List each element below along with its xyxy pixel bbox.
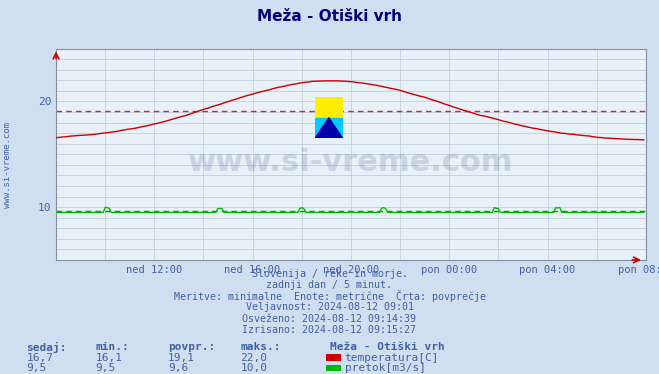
Text: www.si-vreme.com: www.si-vreme.com — [188, 148, 513, 177]
Text: min.:: min.: — [96, 342, 129, 352]
Text: 22,0: 22,0 — [241, 353, 268, 362]
Text: 9,5: 9,5 — [26, 363, 47, 373]
Text: 9,6: 9,6 — [168, 363, 188, 373]
Text: 16,7: 16,7 — [26, 353, 53, 362]
Polygon shape — [315, 97, 343, 118]
Text: pretok[m3/s]: pretok[m3/s] — [345, 363, 426, 373]
Text: Meža - Otiški vrh: Meža - Otiški vrh — [330, 342, 444, 352]
Text: povpr.:: povpr.: — [168, 342, 215, 352]
Text: zadnji dan / 5 minut.: zadnji dan / 5 minut. — [266, 280, 393, 290]
Text: 9,5: 9,5 — [96, 363, 116, 373]
Polygon shape — [315, 118, 343, 138]
Text: Meža - Otiški vrh: Meža - Otiški vrh — [257, 9, 402, 24]
Text: Veljavnost: 2024-08-12 09:01: Veljavnost: 2024-08-12 09:01 — [246, 303, 413, 312]
Text: maks.:: maks.: — [241, 342, 281, 352]
Text: Slovenija / reke in morje.: Slovenija / reke in morje. — [252, 269, 407, 279]
Text: 19,1: 19,1 — [168, 353, 195, 362]
Text: Izrisano: 2024-08-12 09:15:27: Izrisano: 2024-08-12 09:15:27 — [243, 325, 416, 335]
Text: sedaj:: sedaj: — [26, 341, 67, 353]
Polygon shape — [315, 118, 343, 138]
Text: Osveženo: 2024-08-12 09:14:39: Osveženo: 2024-08-12 09:14:39 — [243, 314, 416, 324]
Text: temperatura[C]: temperatura[C] — [345, 353, 439, 362]
Text: Meritve: minimalne  Enote: metrične  Črta: povprečje: Meritve: minimalne Enote: metrične Črta:… — [173, 290, 486, 302]
Text: 16,1: 16,1 — [96, 353, 123, 362]
Text: 10,0: 10,0 — [241, 363, 268, 373]
Text: www.si-vreme.com: www.si-vreme.com — [3, 122, 13, 208]
